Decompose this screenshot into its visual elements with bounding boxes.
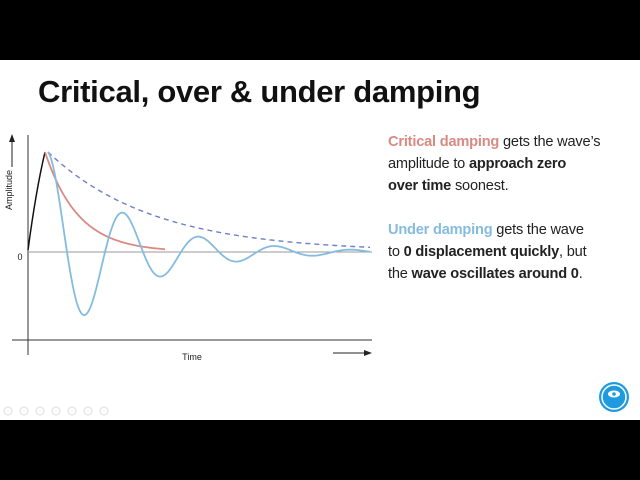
text-segment: gets the wave	[492, 222, 584, 238]
text-segment: Critical damping	[388, 134, 500, 150]
text-segment: amplitude to	[388, 156, 469, 172]
text-segment: Under damping	[388, 222, 493, 238]
logo-pupil	[612, 392, 616, 396]
text-line: Critical damping gets the wave’s	[388, 131, 638, 153]
text-line: amplitude to approach zero	[388, 153, 638, 175]
rise-curve	[27, 151, 46, 251]
y-label: Amplitude	[4, 170, 14, 210]
text-segment: , but	[559, 244, 587, 260]
slide-title: Critical, over & under damping	[38, 74, 481, 109]
critical-curve	[44, 151, 166, 251]
text-segment: .	[578, 266, 583, 282]
text-line: over time soonest.	[388, 175, 638, 197]
text-segment: approach zero	[468, 156, 567, 172]
under-curve	[47, 151, 371, 317]
y-arrow-head	[9, 134, 15, 142]
paragraph: Under damping gets the wave to 0 displace…	[388, 219, 638, 285]
text-segment: the	[388, 266, 412, 282]
text-line: to 0 displacement quickly, but	[388, 241, 638, 263]
text-block: Critical damping gets the wave’s amplitud…	[388, 131, 638, 285]
paragraph: Critical damping gets the wave’s amplitud…	[388, 131, 638, 197]
player-controls	[3, 406, 109, 416]
text-segment: 0 displacement quickly	[403, 244, 560, 260]
x-label: Time	[182, 352, 202, 362]
text-segment: gets the wave’s	[499, 134, 601, 150]
zero-label: 0	[17, 252, 22, 262]
text-segment: over time	[388, 178, 452, 194]
logo-ring	[601, 384, 627, 410]
text-line: the wave oscillates around 0.	[388, 263, 638, 285]
x-arrow-head	[364, 350, 372, 356]
text-segment: to	[388, 244, 404, 260]
damping-chart: Amplitude 0 Time	[3, 134, 629, 416]
slide: Critical, over & under damping Amplitude…	[0, 60, 640, 420]
text-line: Under damping gets the wave	[388, 219, 638, 241]
text-segment: wave oscillates around 0	[411, 266, 579, 282]
envelope-curve	[47, 151, 370, 248]
text-segment: soonest.	[451, 178, 509, 194]
